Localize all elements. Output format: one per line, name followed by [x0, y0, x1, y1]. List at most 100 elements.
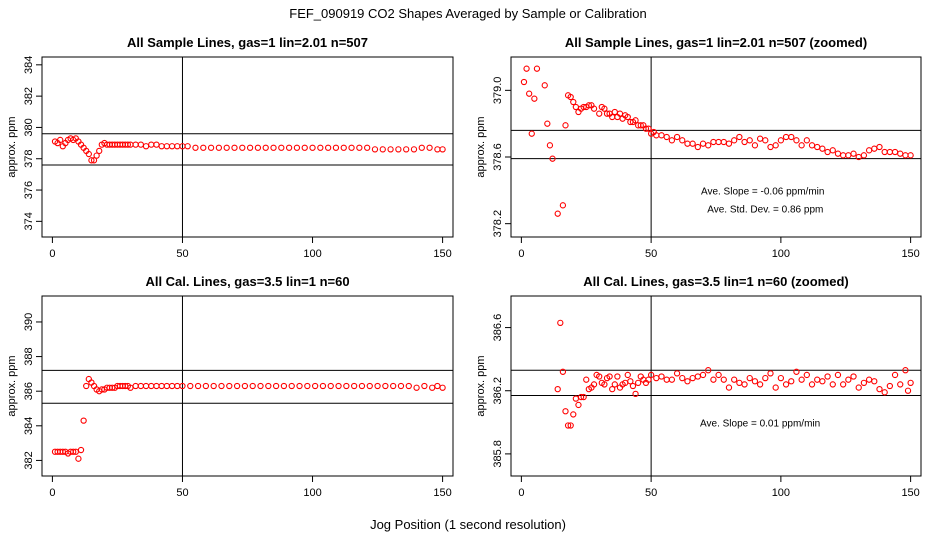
data-point [590, 381, 598, 388]
data-point [741, 138, 748, 146]
data-point [554, 210, 561, 217]
y-tick-label: 380 [23, 118, 35, 136]
data-point [632, 117, 639, 124]
data-point [653, 374, 660, 382]
data-point [590, 105, 598, 112]
data-point [124, 141, 131, 148]
data-point [541, 82, 548, 89]
data-point [689, 140, 696, 147]
data-point [699, 140, 707, 147]
data-point [808, 381, 816, 388]
data-point [358, 382, 366, 390]
plot-frame [510, 295, 922, 477]
data-point [142, 382, 150, 390]
data-point [705, 142, 712, 149]
chart-panel-1: All Sample Lines, gas=1 lin=2.01 n=507 0 5… [6, 35, 454, 260]
data-point [343, 382, 350, 390]
data-point [272, 382, 280, 390]
x-tick-label: 100 [303, 487, 321, 499]
data-point [840, 152, 847, 159]
data-point [413, 384, 420, 391]
x-tick-label: 50 [645, 248, 657, 260]
data-point [215, 144, 223, 151]
data-point [90, 157, 98, 164]
chart-title: All Cal. Lines, gas=3.5 lin=1 n=60 (zoom… [583, 274, 849, 289]
figure-suptitle: FEF_090919 CO2 Shapes Averaged by Sample… [289, 6, 646, 21]
data-point [577, 393, 585, 401]
data-point [762, 374, 769, 382]
data-point [249, 382, 256, 390]
data-point [96, 147, 103, 155]
data-point [803, 137, 810, 144]
data-point [824, 373, 831, 380]
data-point [632, 390, 639, 398]
chart-title: All Sample Lines, gas=1 lin=2.01 n=507 [127, 35, 368, 50]
data-point [907, 379, 914, 386]
data-point [210, 382, 217, 390]
data-point [246, 144, 254, 151]
data-point [902, 152, 909, 159]
data-point [772, 142, 779, 149]
data-point [762, 137, 769, 144]
data-point [897, 381, 904, 388]
data-point [694, 143, 701, 151]
x-tick-label: 0 [49, 248, 55, 260]
data-point [382, 382, 389, 390]
data-point [860, 379, 868, 386]
data-point [850, 150, 857, 157]
data-point [876, 143, 883, 151]
chart-panel-4: All Cal. Lines, gas=3.5 lin=1 n=60 (zoom… [475, 274, 922, 499]
x-tick-label: 100 [772, 487, 790, 499]
y-tick-label: 376 [23, 181, 35, 199]
data-point [746, 137, 753, 144]
plot-frame [510, 56, 922, 238]
data-point [767, 370, 774, 377]
data-point [614, 373, 621, 380]
data-point [715, 138, 722, 146]
data-point [533, 65, 541, 72]
data-point [332, 144, 340, 151]
data-point [829, 147, 836, 154]
data-point [731, 137, 738, 144]
x-tick-label: 50 [176, 487, 188, 499]
data-point [606, 373, 613, 380]
data-point [153, 382, 160, 390]
data-point [520, 78, 528, 86]
data-point [179, 382, 186, 390]
data-point [562, 122, 569, 129]
data-point [395, 146, 402, 153]
data-point [77, 446, 85, 454]
annotation-text: Ave. Slope = 0.01 ppm/min [700, 418, 820, 429]
data-point [777, 137, 785, 144]
data-point [564, 422, 572, 429]
data-point [265, 382, 272, 390]
data-point [876, 386, 883, 393]
data-point [803, 371, 810, 379]
data-point [379, 146, 386, 153]
data-point [207, 144, 215, 151]
x-tick-label: 100 [303, 248, 321, 260]
data-point [148, 382, 155, 390]
data-point [629, 382, 637, 390]
data-point [834, 150, 842, 157]
data-point [562, 408, 569, 415]
data-point [902, 367, 909, 374]
data-point [364, 144, 371, 151]
chart-title: All Sample Lines, gas=1 lin=2.01 n=507 (… [565, 35, 867, 50]
data-point [647, 371, 655, 379]
data-point [137, 141, 144, 148]
data-point [567, 93, 574, 101]
data-point [663, 133, 670, 141]
data-point [840, 381, 847, 388]
data-point [580, 393, 587, 401]
data-point [410, 146, 418, 153]
data-point [731, 376, 738, 383]
data-point [439, 384, 446, 391]
data-point [239, 144, 246, 151]
data-point [528, 130, 535, 137]
data-point [549, 155, 556, 162]
data-point [85, 150, 92, 158]
data-point [340, 144, 347, 151]
data-point [348, 144, 355, 151]
